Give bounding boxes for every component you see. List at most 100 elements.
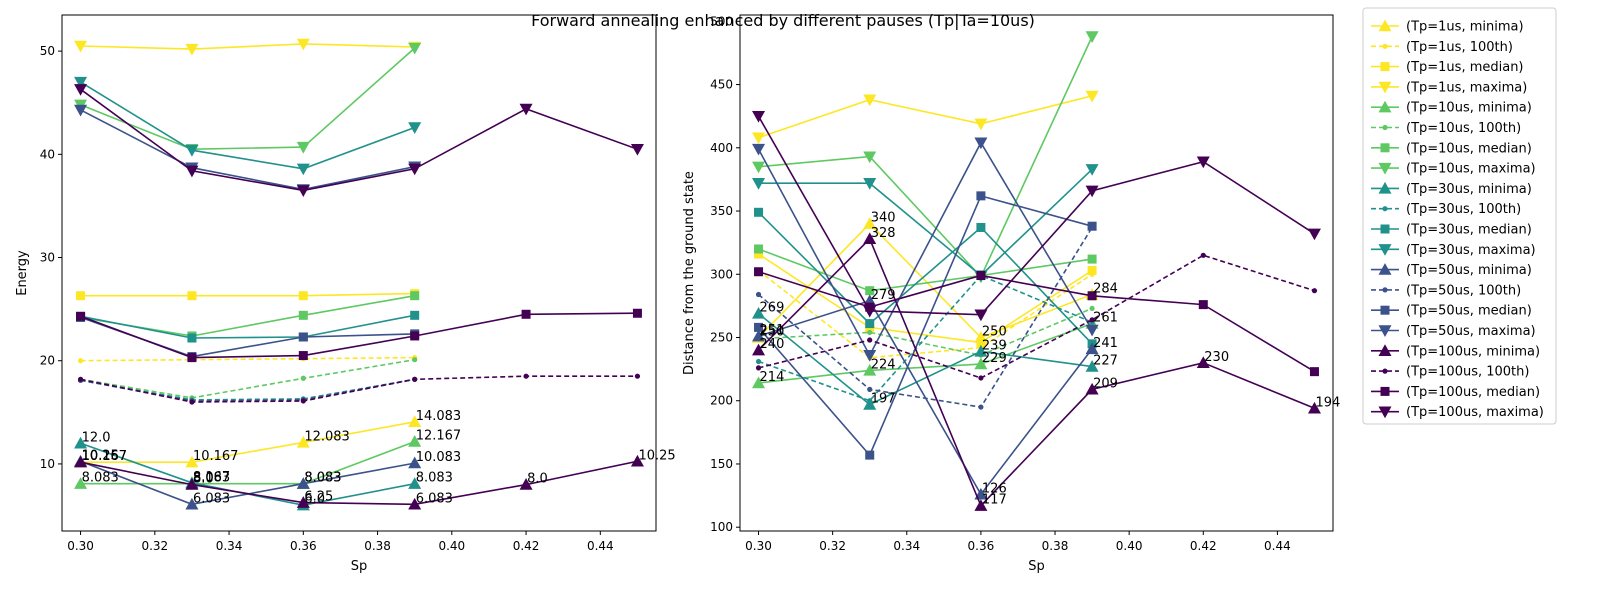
data-point [185, 144, 199, 157]
series-energy-5 [77, 357, 418, 401]
legend-entry: (Tp=30us, minima) [1371, 181, 1532, 197]
legend-marker [1378, 181, 1392, 194]
data-label: 239 [982, 338, 1007, 353]
legend-label: (Tp=30us, median) [1406, 223, 1532, 238]
data-label: 10.167 [193, 449, 239, 464]
data-point [976, 271, 986, 281]
data-point [1085, 185, 1099, 198]
data-point [974, 499, 988, 511]
data-point [867, 329, 873, 336]
series-line [80, 81, 415, 170]
x-tick-label: 0.36 [290, 539, 317, 553]
legend-marker [1380, 305, 1390, 315]
series-line [757, 227, 1093, 408]
series-distance-2 [754, 249, 1097, 348]
data-point [976, 191, 986, 201]
data-label: 269 [760, 300, 785, 315]
series-line [758, 254, 1315, 379]
data-point [74, 84, 88, 96]
x-axis-label: Sp [1028, 559, 1045, 574]
data-point [974, 118, 988, 131]
series-line [80, 294, 415, 337]
series-line [758, 270, 1315, 373]
data-point [754, 322, 764, 332]
data-point [863, 151, 877, 164]
legend-marker [1378, 100, 1392, 113]
data-point [754, 267, 764, 277]
data-point [1089, 317, 1095, 323]
legend-label: (Tp=100us, minima) [1406, 344, 1540, 359]
data-point [185, 43, 199, 56]
series-energy-7 [74, 42, 422, 156]
series-line [758, 95, 1093, 139]
legend-entry: (Tp=100us, 100th) [1371, 365, 1529, 380]
series-line [758, 274, 1093, 402]
data-point [1087, 291, 1097, 301]
legend-marker [1382, 124, 1388, 131]
series-line [757, 237, 1315, 508]
x-tick-label: 0.30 [67, 539, 94, 553]
data-point [630, 454, 644, 467]
data-label: 194 [1315, 395, 1340, 410]
legend-entry: (Tp=10us, 100th) [1371, 121, 1521, 136]
data-label: 250 [982, 325, 1007, 340]
series-line [80, 314, 415, 339]
data-point [752, 329, 766, 342]
data-label: 8.083 [193, 471, 230, 486]
axes-frame [739, 14, 1334, 532]
series-line [757, 194, 1093, 457]
data-point [185, 497, 199, 510]
x-tick-label: 0.40 [1116, 539, 1143, 553]
data-label: 261 [1093, 311, 1118, 326]
data-point [976, 338, 986, 348]
data-point [523, 373, 529, 379]
data-label: 209 [1093, 376, 1118, 391]
data-point [185, 478, 199, 490]
legend-entry: (Tp=50us, maxima) [1371, 324, 1536, 339]
y-tick-label: 20 [40, 354, 55, 368]
legend-marker [1378, 406, 1392, 419]
x-tick-label: 0.34 [216, 539, 243, 553]
data-point [296, 38, 310, 51]
data-point [300, 375, 306, 381]
data-label: 12.0 [82, 430, 111, 445]
data-point [1087, 254, 1097, 264]
data-point [978, 375, 984, 381]
data-point [863, 178, 877, 190]
plot-area-energy [74, 38, 644, 511]
data-point [298, 310, 308, 320]
data-point [76, 291, 86, 301]
y-tick-label: 200 [710, 394, 733, 408]
legend-entry: (Tp=1us, minima) [1371, 19, 1524, 35]
series-energy-3 [74, 38, 422, 56]
series-line [757, 222, 1093, 339]
series-line [757, 312, 1093, 406]
series-line [80, 88, 638, 192]
legend-marker [1382, 368, 1388, 374]
data-point [863, 363, 877, 376]
data-label: 224 [871, 357, 896, 372]
legend-entry: (Tp=50us, median) [1371, 304, 1532, 319]
legend-marker [1382, 287, 1388, 293]
data-point [187, 353, 197, 363]
data-point [863, 305, 877, 318]
data-point [519, 103, 533, 116]
legend-marker [1378, 81, 1392, 94]
series-line [758, 248, 1093, 292]
series-line [80, 375, 638, 403]
series-line [758, 253, 1093, 344]
y-tick-label: 250 [710, 331, 733, 345]
y-tick-label: 150 [710, 457, 733, 471]
legend-label: (Tp=50us, median) [1406, 304, 1532, 319]
series-distance-3 [752, 90, 1099, 145]
series-line [758, 307, 1093, 357]
data-labels-energy: 10.167 10.167 12.083 14.083 8.083 8.083 8.083 1… [82, 409, 676, 507]
series-line [80, 47, 416, 151]
data-point [974, 137, 988, 150]
data-label: 10.25 [82, 448, 119, 463]
data-point [863, 217, 877, 229]
data-point [755, 365, 762, 371]
series-energy-2 [76, 289, 420, 301]
data-point [754, 249, 764, 259]
y-tick-label: 450 [710, 78, 733, 92]
